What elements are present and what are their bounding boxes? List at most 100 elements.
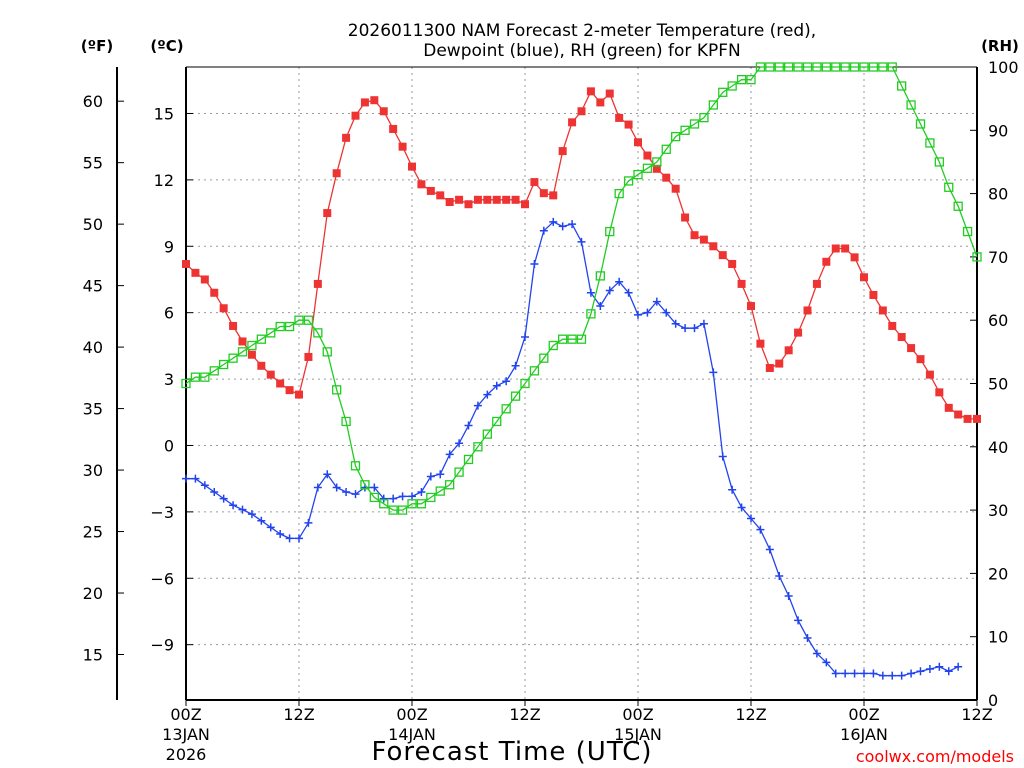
2-meter-temperature-point [521,200,529,209]
relative-humidity-point [379,499,389,509]
2-meter-temperature-point [756,339,765,348]
2-meter-temperature-point [417,180,426,189]
dewpoint-point [671,319,680,328]
dewpoint-point [634,310,642,319]
relative-humidity-point [266,328,276,338]
time-tick-label: 00Z [622,705,653,724]
relative-humidity-point [765,62,775,72]
relative-humidity-point [529,366,540,376]
2-meter-temperature-point [944,403,953,412]
time-tick-label: 12Z [961,705,992,724]
celsius-tick-label: 15 [154,104,174,123]
2-meter-temperature-point [182,259,190,268]
dewpoint-point [247,510,256,519]
rh-tick-label: 60 [988,311,1008,330]
dewpoint-point [709,368,718,377]
fahrenheit-tick-label: 25 [83,523,103,542]
relative-humidity-series [181,62,982,515]
2-meter-temperature-point [530,178,539,187]
dewpoint-point [765,545,774,554]
relative-humidity-point [219,359,229,370]
relative-humidity-point [633,169,643,180]
dewpoint-point [455,439,464,448]
rh-tick-label: 10 [988,628,1008,647]
2-meter-temperature-point [276,379,285,388]
relative-humidity-point [718,87,728,97]
relative-humidity-point [614,188,624,199]
relative-humidity-point [322,347,332,357]
fahrenheit-tick-label: 55 [83,154,103,173]
relative-humidity-point [435,486,445,496]
dewpoint-point [182,474,190,483]
relative-humidity-point [887,62,897,72]
relative-humidity-point [934,157,944,167]
relative-humidity-point [576,334,587,344]
relative-humidity-point [840,62,850,72]
2-meter-temperature-point [728,259,737,268]
celsius-tick-label: 12 [154,171,174,190]
relative-humidity-point [821,62,831,72]
2-meter-temperature-point [605,89,614,98]
fahrenheit-tick-label: 35 [83,400,103,419]
2-meter-temperature-point [954,410,963,419]
dewpoint-point [831,669,840,678]
2-meter-temperature-point [436,191,445,200]
dewpoint-point [436,470,445,479]
relative-humidity-point [727,81,737,91]
celsius-tick-label: 3 [164,370,174,389]
2-meter-temperature-point [257,361,266,370]
2-meter-temperature-point [266,370,275,379]
relative-humidity-point [642,163,653,173]
relative-humidity-point [558,334,568,344]
dewpoint-point [860,669,868,678]
relative-humidity-point [284,321,295,332]
2-meter-temperature-point [737,279,746,288]
2-meter-temperature-point [539,189,548,198]
gridlines [186,67,977,700]
time-tick-year-label: 2026 [166,745,207,764]
dewpoint-point [426,472,435,481]
relative-humidity-point [228,353,238,363]
dewpoint-point [944,667,953,676]
relative-humidity-point [237,347,248,357]
relative-humidity-point [812,62,822,72]
dewpoint-point [191,474,200,483]
dewpoint-point [229,501,238,510]
dewpoint-point [342,487,351,496]
dewpoint-point [285,534,294,543]
dewpoint-point [558,222,567,231]
plot-frame [116,66,978,701]
chart-title-line-2: Dewpoint (blue), RH (green) for KPFN [423,41,740,61]
dewpoint-point [238,505,247,514]
2-meter-temperature-point [888,321,897,330]
celsius-tick-label: −6 [150,569,174,588]
relative-humidity-point [953,201,963,211]
relative-humidity-point [915,119,926,129]
2-meter-temperature-point [332,169,341,178]
rh-tick-label: 0 [988,691,998,710]
dewpoint-point [313,483,322,492]
2-meter-temperature-point [191,268,200,277]
dewpoint-point [521,333,529,342]
relative-humidity-point [247,340,257,351]
2-meter-temperature-point [850,253,859,262]
time-tick-label: 12Z [509,705,540,724]
dewpoint-point [747,514,755,523]
relative-humidity-point [454,467,464,477]
relative-humidity-point [539,353,549,363]
dewpoint-point [276,530,285,539]
relative-humidity-point [680,125,690,135]
relative-humidity-point [294,315,304,325]
source-credit: coolwx.com/models [856,747,1014,766]
relative-humidity-point [586,309,596,319]
relative-humidity-point [209,366,219,376]
2-meter-temperature-point [794,328,803,337]
dewpoint-point [210,487,219,496]
rh-tick-label: 30 [988,501,1008,520]
dewpoint-point [624,288,633,297]
fahrenheit-tick-label: 20 [83,584,103,603]
dewpoint-point [841,669,850,678]
2-meter-temperature-point [426,186,435,195]
relative-humidity-point [360,480,370,490]
relative-humidity-point [482,429,492,439]
